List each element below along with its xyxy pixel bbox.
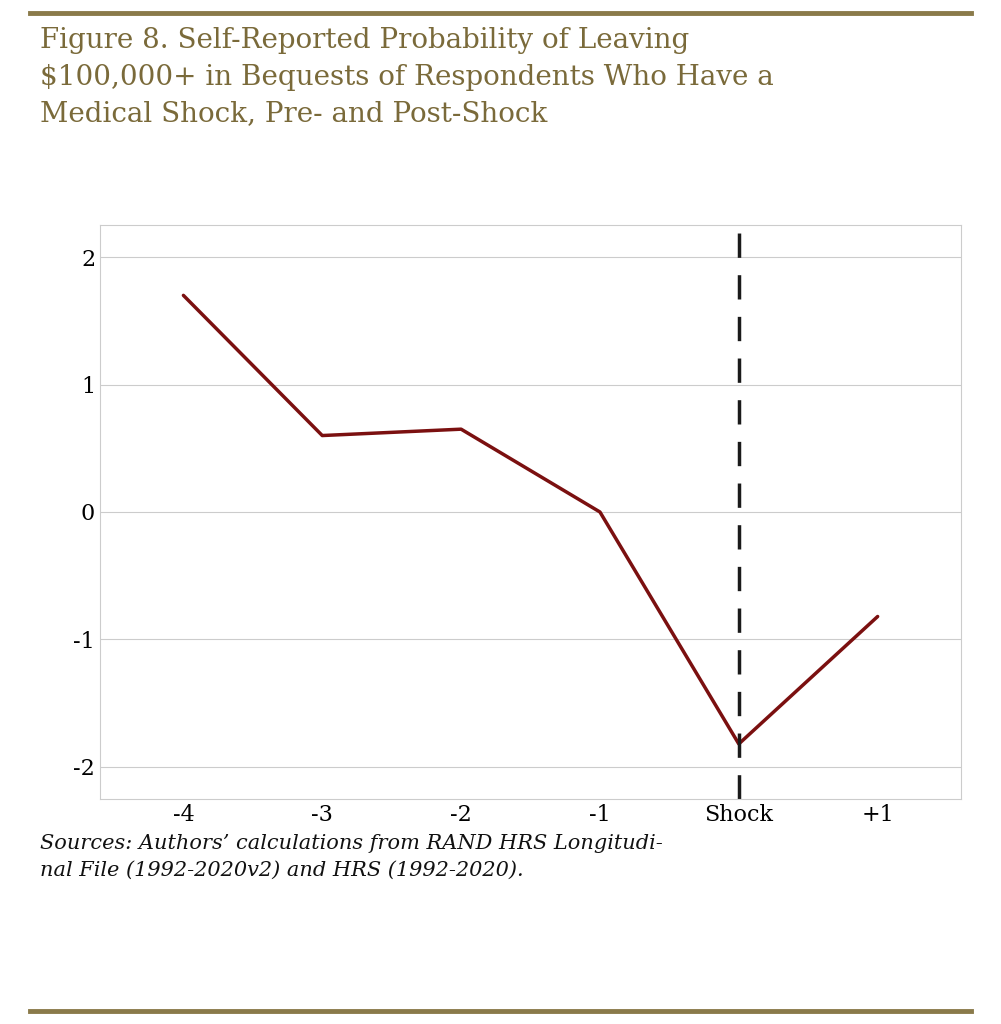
Text: Sources: Authors’ calculations from RAND HRS Longitudi-
nal File (1992-2020v2) a: Sources: Authors’ calculations from RAND… — [40, 834, 663, 880]
Text: Figure 8. Self-Reported Probability of Leaving
$100,000+ in Bequests of Responde: Figure 8. Self-Reported Probability of L… — [40, 28, 774, 127]
